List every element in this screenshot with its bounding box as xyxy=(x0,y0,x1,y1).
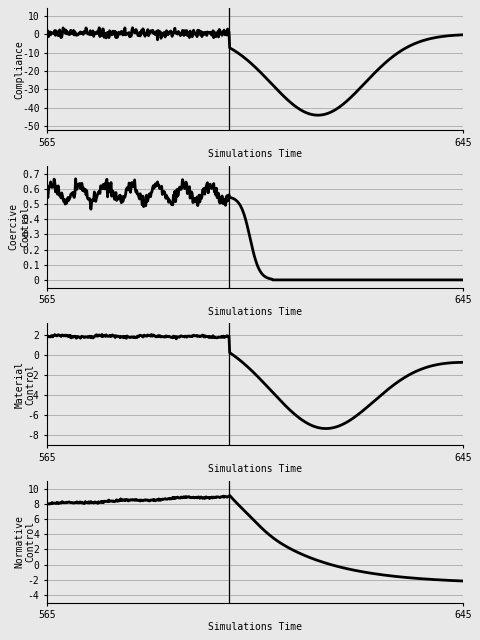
X-axis label: Simulations Time: Simulations Time xyxy=(208,621,302,632)
Y-axis label: Material
Control: Material Control xyxy=(14,361,36,408)
Y-axis label: Coercive
Control: Coercive Control xyxy=(8,204,30,250)
X-axis label: Simulations Time: Simulations Time xyxy=(208,464,302,474)
Y-axis label: Compliance: Compliance xyxy=(14,40,24,99)
X-axis label: Simulations Time: Simulations Time xyxy=(208,149,302,159)
Y-axis label: Normative
Control: Normative Control xyxy=(14,515,36,568)
X-axis label: Simulations Time: Simulations Time xyxy=(208,307,302,317)
